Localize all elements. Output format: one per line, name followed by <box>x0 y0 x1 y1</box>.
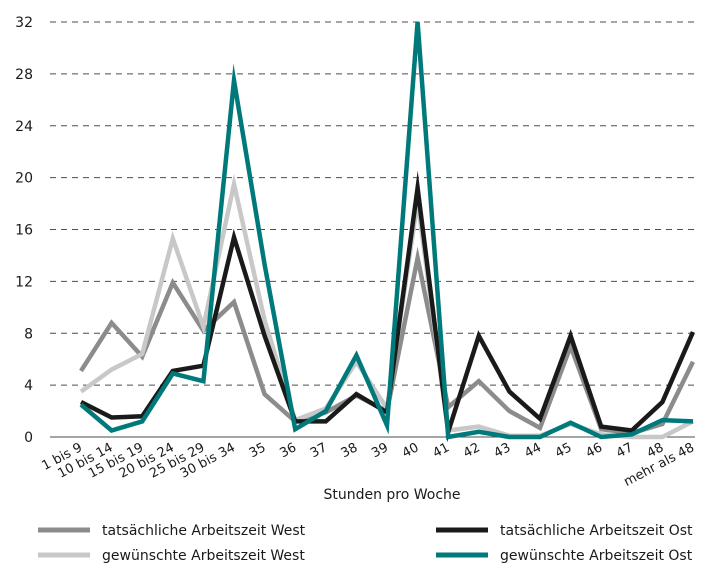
legend-label: gewünschte Arbeitszeit Ost <box>500 548 693 564</box>
x-tick-label: 48 <box>645 440 667 461</box>
y-tick-label: 32 <box>15 15 33 31</box>
x-tick-label: 43 <box>492 440 514 461</box>
y-tick-label: 24 <box>15 119 33 135</box>
gridlines <box>50 21 695 438</box>
legend-label: gewünschte Arbeitszeit West <box>102 548 305 564</box>
x-tick-label: 40 <box>400 440 422 461</box>
y-tick-label: 0 <box>24 430 33 446</box>
x-tick-label: 39 <box>369 440 391 461</box>
x-tick-label: 38 <box>339 440 361 461</box>
legend-label: tatsächliche Arbeitszeit Ost <box>500 523 693 539</box>
legend-label: tatsächliche Arbeitszeit West <box>102 523 306 539</box>
x-tick-label: 44 <box>522 440 544 461</box>
x-tick-label: 41 <box>430 440 452 461</box>
y-tick-label: 12 <box>15 274 33 290</box>
y-axis-ticks: 0 4 8 12 16 20 24 28 32 <box>15 15 33 446</box>
y-tick-label: 8 <box>24 326 33 342</box>
x-tick-label: 37 <box>308 440 330 461</box>
x-tick-label: 46 <box>583 440 605 461</box>
y-tick-label: 28 <box>15 67 33 83</box>
y-tick-label: 20 <box>15 171 33 187</box>
x-tick-label: 47 <box>614 440 636 461</box>
x-tick-label: 35 <box>247 440 269 461</box>
series-line-3 <box>79 21 694 440</box>
x-axis-title: Stunden pro Woche <box>323 487 460 503</box>
x-tick-label: 36 <box>277 440 299 461</box>
series-lines <box>79 21 696 443</box>
y-tick-label: 4 <box>24 378 33 394</box>
legend: tatsächliche Arbeitszeit West gewünschte … <box>38 523 693 564</box>
x-tick-label: 45 <box>553 440 575 461</box>
y-tick-label: 16 <box>15 223 33 239</box>
x-tick-label: 42 <box>461 440 483 461</box>
